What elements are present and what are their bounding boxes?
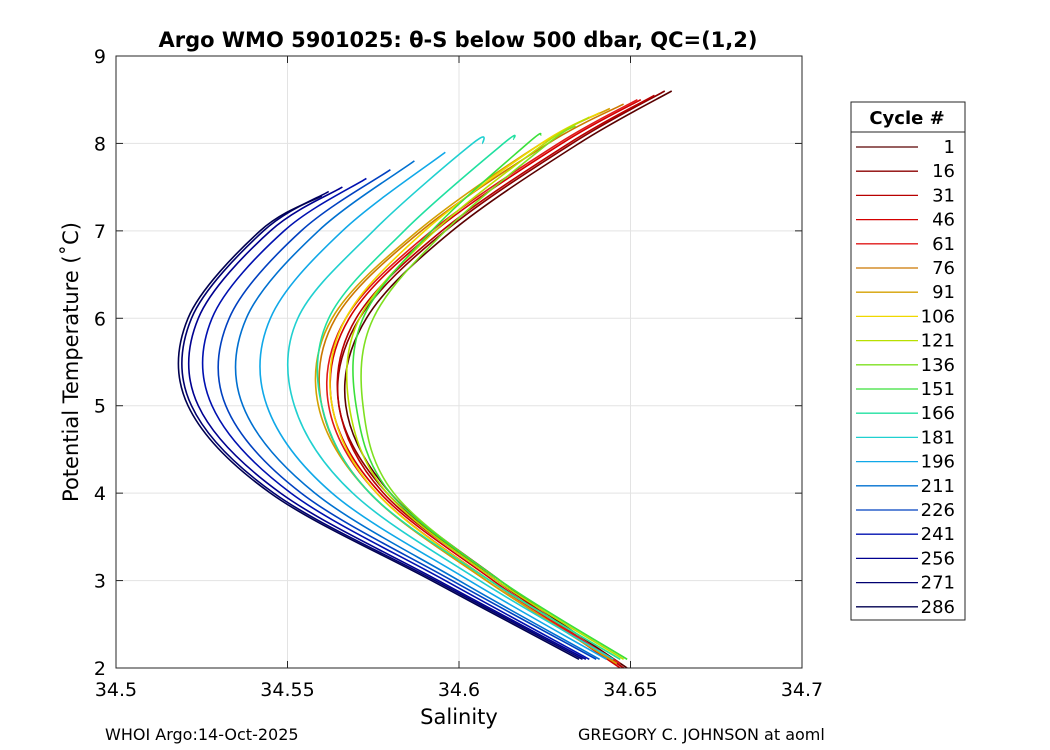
- legend-label-196: 196: [921, 452, 955, 473]
- series-line-cycle-196: [259, 151, 607, 660]
- series-line-cycle-46: [329, 98, 642, 669]
- legend-label-241: 241: [921, 524, 955, 545]
- legend-label-286: 286: [921, 597, 955, 618]
- series-line-cycle-286: [177, 195, 580, 661]
- y-tick-label: 5: [94, 396, 106, 418]
- footer-right: GREGORY C. JOHNSON at aoml: [578, 725, 825, 744]
- legend-label-256: 256: [921, 548, 955, 569]
- series-line-cycle-271: [181, 190, 583, 661]
- axis-ticks: 34.5 34.55 34.6 34.65 34.7 2 3 4 5 6 7 8 9: [94, 46, 823, 701]
- y-tick-label: 4: [94, 483, 106, 505]
- chart-title: Argo WMO 5901025: θ-S below 500 dbar, QC…: [159, 28, 758, 52]
- footer-left: WHOI Argo:14-Oct-2025: [105, 725, 299, 744]
- legend-label-136: 136: [921, 355, 955, 376]
- series-line-cycle-181: [286, 136, 614, 660]
- y-tick-label: 8: [94, 133, 106, 155]
- legend-label-166: 166: [921, 403, 955, 424]
- x-axis-label: Salinity: [420, 705, 498, 729]
- legend-label-76: 76: [932, 258, 955, 279]
- y-tick-label: 7: [94, 221, 106, 243]
- y-tick-label: 6: [94, 308, 106, 330]
- legend-label-121: 121: [921, 331, 955, 352]
- legend-entries: 1 16 31 46 61 76 91 106 121 136 151 166 181 196 211 226…: [856, 137, 955, 618]
- legend-label-226: 226: [921, 500, 955, 521]
- series-line-cycle-226: [217, 169, 597, 661]
- legend-label-91: 91: [932, 282, 955, 303]
- series-lines: [177, 90, 673, 669]
- series-line-cycle-151: [352, 132, 628, 660]
- x-tick-label: 34.7: [781, 679, 823, 701]
- y-tick-label: 3: [94, 571, 106, 593]
- series-line-cycle-166: [316, 134, 621, 660]
- y-tick-label: 9: [94, 46, 106, 68]
- x-tick-label: 34.6: [438, 679, 480, 701]
- legend-title: Cycle #: [869, 108, 944, 129]
- series-line-cycle-211: [234, 160, 600, 660]
- y-tick-label: 2: [94, 658, 106, 680]
- legend-label-16: 16: [932, 161, 955, 182]
- legend-label-1: 1: [944, 137, 955, 158]
- series-line-cycle-241: [201, 177, 590, 661]
- legend-label-31: 31: [932, 185, 955, 206]
- legend-label-151: 151: [921, 379, 955, 400]
- series-line-cycle-256: [187, 186, 587, 661]
- x-tick-label: 34.65: [603, 679, 657, 701]
- legend-label-211: 211: [921, 476, 955, 497]
- series-line-cycle-121: [345, 116, 625, 660]
- legend-label-181: 181: [921, 427, 955, 448]
- series-line-cycle-91: [314, 107, 618, 665]
- legend-label-46: 46: [932, 210, 955, 231]
- legend-label-106: 106: [921, 306, 955, 327]
- legend-label-271: 271: [921, 573, 955, 594]
- x-tick-label: 34.55: [260, 679, 314, 701]
- legend: Cycle # 11631466176911061211361511661811…: [850, 101, 966, 621]
- x-tick-label: 34.5: [95, 679, 137, 701]
- legend-label-61: 61: [932, 234, 955, 255]
- y-axis-label: Potential Temperature (˚C): [59, 222, 83, 502]
